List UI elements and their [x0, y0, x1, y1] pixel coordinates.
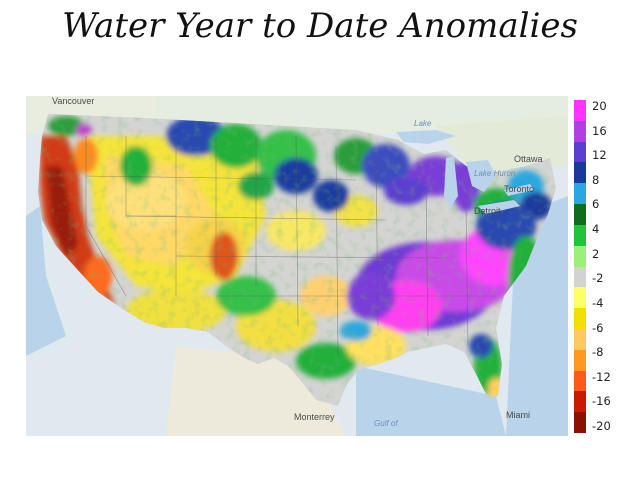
page-title: Water Year to Date Anomalies: [62, 6, 578, 46]
legend-tick-label: -20: [592, 419, 611, 433]
legend-tick-label: 12: [592, 148, 607, 163]
legend-tick-label: -16: [592, 394, 611, 409]
label-lake-superior: Lake: [414, 119, 432, 128]
legend-swatch: [574, 120, 586, 142]
legend-tick-label: 20: [592, 99, 607, 113]
label-miami: Miami: [506, 410, 530, 420]
label-toronto: Toronto: [504, 184, 534, 194]
legend-tick-label: 6: [592, 197, 600, 212]
legend-tick-label: 2: [592, 246, 600, 261]
state-boundaries: [85, 135, 496, 357]
label-vancouver: Vancouver: [52, 96, 94, 106]
legend-tick-label: -12: [592, 369, 611, 384]
legend-swatch: [574, 100, 586, 121]
label-ottawa: Ottawa: [514, 154, 543, 164]
great-lakes: [396, 130, 534, 214]
legend-swatch: [574, 162, 586, 184]
legend-swatch: [574, 224, 586, 246]
legend-tick-label: 8: [592, 172, 600, 187]
label-detroit: Detroit: [474, 206, 501, 216]
label-lake-huron: Lake Huron: [474, 169, 516, 178]
label-gulf: Gulf of: [374, 419, 398, 428]
legend-swatch: [574, 349, 586, 371]
legend-tick-label: 16: [592, 123, 607, 138]
legend-swatch: [574, 412, 586, 433]
legend-tick-label: -4: [592, 295, 604, 310]
color-legend: 20 16 12 8 6 4 2 -2 -4 -6 -8 -12 -16 -20: [568, 98, 626, 436]
legend-swatch: [574, 141, 586, 163]
legend-swatch: [574, 328, 586, 350]
legend-colorbar: [574, 100, 586, 433]
legend-swatch: [574, 245, 586, 267]
legend-tick-label: -6: [592, 320, 604, 335]
legend-swatch: [574, 391, 586, 413]
legend-swatch: [574, 370, 586, 392]
legend-swatch: [574, 287, 586, 309]
legend-tick-label: -2: [592, 271, 604, 286]
legend-swatch: [574, 183, 586, 205]
legend-tick-label: -8: [592, 345, 604, 360]
legend-swatch: [574, 308, 586, 329]
legend-tick-label: 4: [592, 222, 600, 237]
label-monterrey: Monterrey: [294, 412, 335, 422]
legend-swatch: [574, 266, 586, 288]
legend-swatch: [574, 204, 586, 225]
anomaly-map: Vancouver Ottawa Toronto Detroit Monterr…: [26, 96, 568, 436]
